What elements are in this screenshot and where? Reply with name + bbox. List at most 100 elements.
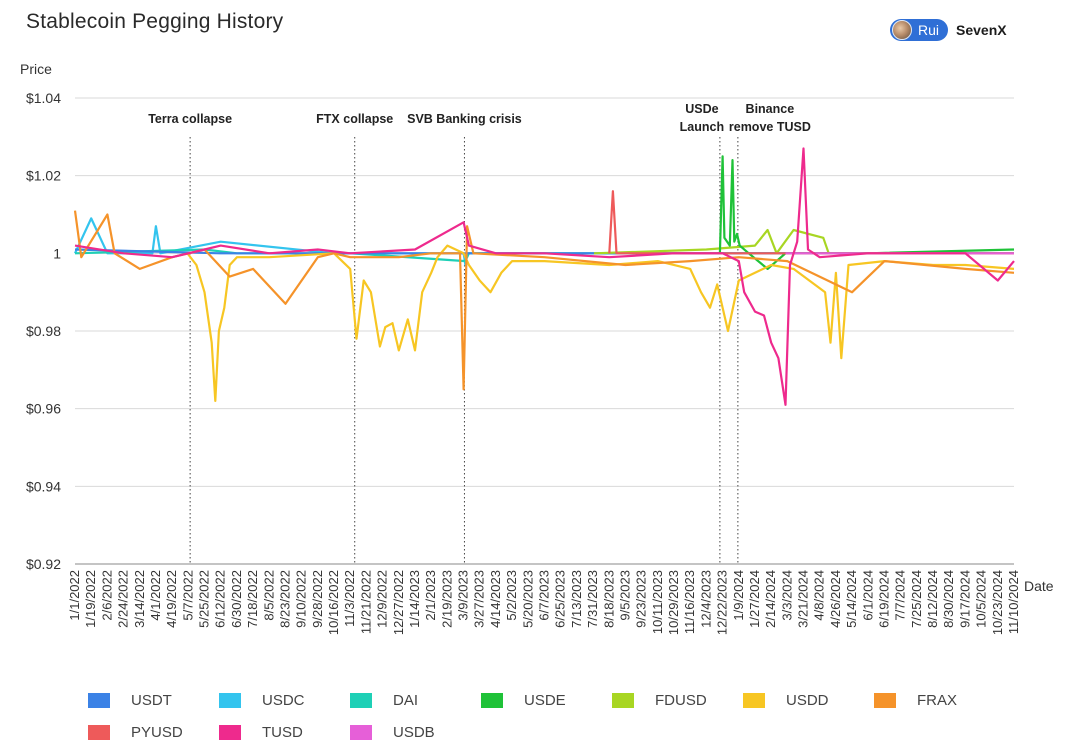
x-tick-label: 8/18/2023: [601, 570, 616, 628]
series-lines: [73, 147, 1015, 406]
annotation-label: FTX collapse: [316, 112, 393, 126]
x-tick-label: 5/7/2022: [180, 570, 195, 621]
x-tick-label: 3/3/2024: [779, 570, 794, 621]
x-tick-label: 8/23/2022: [277, 570, 292, 628]
series-line-dai: [74, 248, 1014, 263]
x-tick-label: 2/24/2022: [116, 570, 131, 628]
x-tick-label: 7/13/2023: [569, 570, 584, 628]
x-tick-label: 12/9/2022: [375, 570, 390, 628]
legend-label: USDC: [262, 691, 305, 709]
brand-org-name: SevenX: [956, 22, 1007, 38]
x-tick-label: 4/26/2024: [828, 570, 843, 628]
x-tick-label: 9/5/2023: [617, 570, 632, 621]
avatar: [892, 20, 912, 40]
x-tick-label: 1/19/2022: [83, 570, 98, 628]
grid-lines: [75, 97, 1014, 565]
y-tick-label: $1.02: [26, 168, 61, 184]
annotation-label: remove TUSD: [729, 120, 811, 134]
legend-label: PYUSD: [131, 723, 183, 741]
x-tick-label: 7/7/2024: [893, 570, 908, 621]
x-tick-label: 9/23/2023: [634, 570, 649, 628]
legend-label: FRAX: [917, 691, 958, 709]
y-tick-label: $0.96: [26, 401, 61, 417]
x-tick-label: 4/14/2023: [488, 570, 503, 628]
series-line-usdd: [186, 244, 1015, 402]
x-tick-label: 2/19/2023: [439, 570, 454, 628]
x-tick-label: 2/1/2023: [423, 570, 438, 621]
x-tick-label: 7/31/2023: [585, 570, 600, 628]
x-tick-label: 3/21/2024: [796, 570, 811, 628]
y-tick-label: 1: [53, 245, 61, 261]
legend-label: USDD: [786, 691, 829, 709]
x-tick-label: 10/11/2023: [650, 570, 665, 634]
legend-swatch: [350, 692, 372, 708]
y-tick-label: $1.04: [26, 90, 61, 106]
x-tick-label: 4/8/2024: [812, 570, 827, 621]
x-tick-label: 1/1/2022: [67, 570, 82, 621]
legend-item-usde: USDE: [481, 690, 566, 710]
x-tick-label: 1/27/2024: [747, 570, 762, 628]
legend-item-frax: FRAX: [874, 690, 957, 710]
chart-title: Stablecoin Pegging History: [26, 10, 284, 33]
x-tick-label: 10/23/2024: [990, 570, 1005, 635]
x-tick-label: 9/28/2022: [310, 570, 325, 628]
annotation-label: Binance: [746, 102, 795, 116]
legend-label: FDUSD: [655, 691, 707, 709]
chart-plot: Terra collapse FTX collapse SVB Banking cr…: [20, 61, 1054, 635]
x-tick-label: 5/25/2022: [197, 570, 212, 628]
legend-swatch: [219, 724, 241, 740]
legend-item-tusd: TUSD: [219, 722, 303, 742]
x-tick-label: 2/6/2022: [99, 570, 114, 621]
x-tick-label: 2/14/2024: [763, 570, 778, 628]
legend-item-usdb: USDB: [350, 722, 435, 742]
legend-item-usdc: USDC: [219, 690, 305, 710]
brand-badge: Rui SevenX: [890, 18, 1007, 42]
x-tick-label: 8/5/2022: [261, 570, 276, 621]
x-tick-label: 4/19/2022: [164, 570, 179, 628]
legend-swatch: [88, 692, 110, 708]
x-tick-label: 10/5/2024: [974, 570, 989, 628]
x-tick-label: 12/4/2023: [698, 570, 713, 628]
x-tick-label: 10/16/2022: [326, 570, 341, 635]
author-name: Rui: [918, 22, 940, 38]
y-tick-labels: $0.92 $0.94 $0.96 $0.98 1 $1.02 $1.04: [26, 90, 61, 572]
x-tick-label: 5/14/2024: [844, 570, 859, 628]
x-tick-label: 3/14/2022: [132, 570, 147, 628]
annotation-label: Terra collapse: [148, 112, 232, 126]
series-line-fdusd: [593, 228, 1014, 255]
x-tick-label: 8/12/2024: [925, 570, 940, 628]
series-line-frax: [73, 210, 1015, 391]
x-tick-label: 9/17/2024: [957, 570, 972, 628]
legend-label: DAI: [393, 691, 419, 709]
x-tick-label: 3/9/2023: [456, 570, 471, 621]
x-tick-label: 10/29/2023: [666, 570, 681, 635]
legend-label: USDE: [524, 691, 566, 709]
x-tick-label: 1/14/2023: [407, 570, 422, 628]
x-tick-label: 5/20/2023: [520, 570, 535, 628]
y-tick-label: $0.92: [26, 556, 61, 572]
x-tick-label: 1/9/2024: [731, 570, 746, 621]
x-tick-label: 6/12/2022: [213, 570, 228, 628]
x-tick-label: 6/25/2023: [553, 570, 568, 628]
series-line-usde: [718, 155, 1015, 270]
series-line-pyusd: [608, 190, 1014, 255]
author-pill: Rui: [890, 19, 949, 41]
legend-item-usdd: USDD: [743, 690, 829, 710]
annotation-label: SVB Banking crisis: [407, 112, 522, 126]
legend-item-pyusd: PYUSD: [88, 722, 183, 742]
legend-label: USDB: [393, 723, 435, 741]
x-tick-label: 6/19/2024: [876, 570, 891, 628]
legend-swatch: [219, 692, 241, 708]
x-tick-label: 6/1/2024: [860, 570, 875, 621]
annotation-label: Launch: [680, 120, 724, 134]
x-tick-label: 11/3/2022: [342, 570, 357, 627]
x-axis-label: Date: [1024, 578, 1054, 594]
legend-item-dai: DAI: [350, 690, 418, 710]
x-tick-label: 11/16/2023: [682, 570, 697, 634]
event-annotations: Terra collapse FTX collapse SVB Banking cr…: [148, 102, 811, 564]
legend-swatch: [88, 724, 110, 740]
legend-swatch: [612, 692, 634, 708]
legend-swatch: [874, 692, 896, 708]
legend-item-fdusd: FDUSD: [612, 690, 707, 710]
x-tick-label: 11/21/2022: [358, 570, 373, 634]
